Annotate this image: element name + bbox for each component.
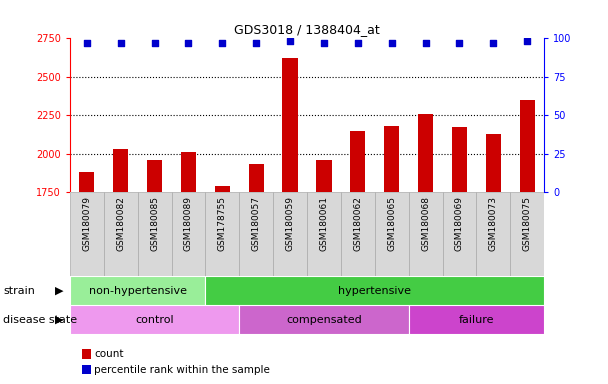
Point — [421, 40, 430, 46]
Point — [353, 40, 363, 46]
Text: failure: failure — [458, 314, 494, 325]
Text: GSM180075: GSM180075 — [523, 196, 532, 251]
Bar — [350, 131, 365, 192]
Text: GSM180057: GSM180057 — [252, 196, 261, 251]
Bar — [409, 305, 544, 334]
Bar — [520, 100, 535, 192]
Point — [488, 40, 498, 46]
Text: GSM180059: GSM180059 — [286, 196, 295, 251]
Point — [150, 40, 159, 46]
Text: disease state: disease state — [3, 314, 77, 325]
Bar — [375, 192, 409, 276]
Bar — [418, 114, 434, 192]
Point — [455, 40, 465, 46]
Bar — [206, 192, 240, 276]
Bar — [452, 127, 467, 192]
Text: GSM178755: GSM178755 — [218, 196, 227, 251]
Point — [387, 40, 396, 46]
Point — [82, 40, 92, 46]
Bar — [307, 192, 341, 276]
Text: non-hypertensive: non-hypertensive — [89, 286, 187, 296]
Text: GSM180062: GSM180062 — [353, 196, 362, 251]
Bar — [104, 192, 137, 276]
Bar — [137, 192, 171, 276]
Text: strain: strain — [3, 286, 35, 296]
Text: ▶: ▶ — [55, 286, 64, 296]
Text: compensated: compensated — [286, 314, 362, 325]
Bar — [206, 276, 544, 305]
Text: count: count — [94, 349, 124, 359]
Point — [285, 38, 295, 45]
Bar — [283, 58, 298, 192]
Text: GSM180082: GSM180082 — [116, 196, 125, 251]
Text: GSM180069: GSM180069 — [455, 196, 464, 251]
Text: GSM180085: GSM180085 — [150, 196, 159, 251]
Bar — [341, 192, 375, 276]
Text: control: control — [136, 314, 174, 325]
Bar — [249, 164, 264, 192]
Point — [522, 38, 532, 45]
Text: GSM180073: GSM180073 — [489, 196, 498, 251]
Bar — [70, 276, 206, 305]
Text: GSM180079: GSM180079 — [82, 196, 91, 251]
Title: GDS3018 / 1388404_at: GDS3018 / 1388404_at — [234, 23, 380, 36]
Bar — [147, 160, 162, 192]
Bar — [316, 160, 331, 192]
Bar — [409, 192, 443, 276]
Bar — [240, 192, 273, 276]
Point — [319, 40, 329, 46]
Bar — [477, 192, 510, 276]
Bar — [171, 192, 206, 276]
Text: GSM180065: GSM180065 — [387, 196, 396, 251]
Bar — [240, 305, 409, 334]
Text: percentile rank within the sample: percentile rank within the sample — [94, 365, 270, 375]
Bar — [486, 134, 501, 192]
Bar — [79, 172, 94, 192]
Text: ▶: ▶ — [55, 314, 64, 325]
Bar — [384, 126, 399, 192]
Text: GSM180089: GSM180089 — [184, 196, 193, 251]
Text: hypertensive: hypertensive — [338, 286, 411, 296]
Bar — [113, 149, 128, 192]
Point — [251, 40, 261, 46]
Text: GSM180061: GSM180061 — [319, 196, 328, 251]
Bar — [181, 152, 196, 192]
Bar — [70, 192, 104, 276]
Point — [184, 40, 193, 46]
Bar — [70, 305, 240, 334]
Bar — [273, 192, 307, 276]
Bar — [510, 192, 544, 276]
Bar — [443, 192, 477, 276]
Point — [218, 40, 227, 46]
Bar — [215, 186, 230, 192]
Text: GSM180068: GSM180068 — [421, 196, 430, 251]
Point — [116, 40, 126, 46]
